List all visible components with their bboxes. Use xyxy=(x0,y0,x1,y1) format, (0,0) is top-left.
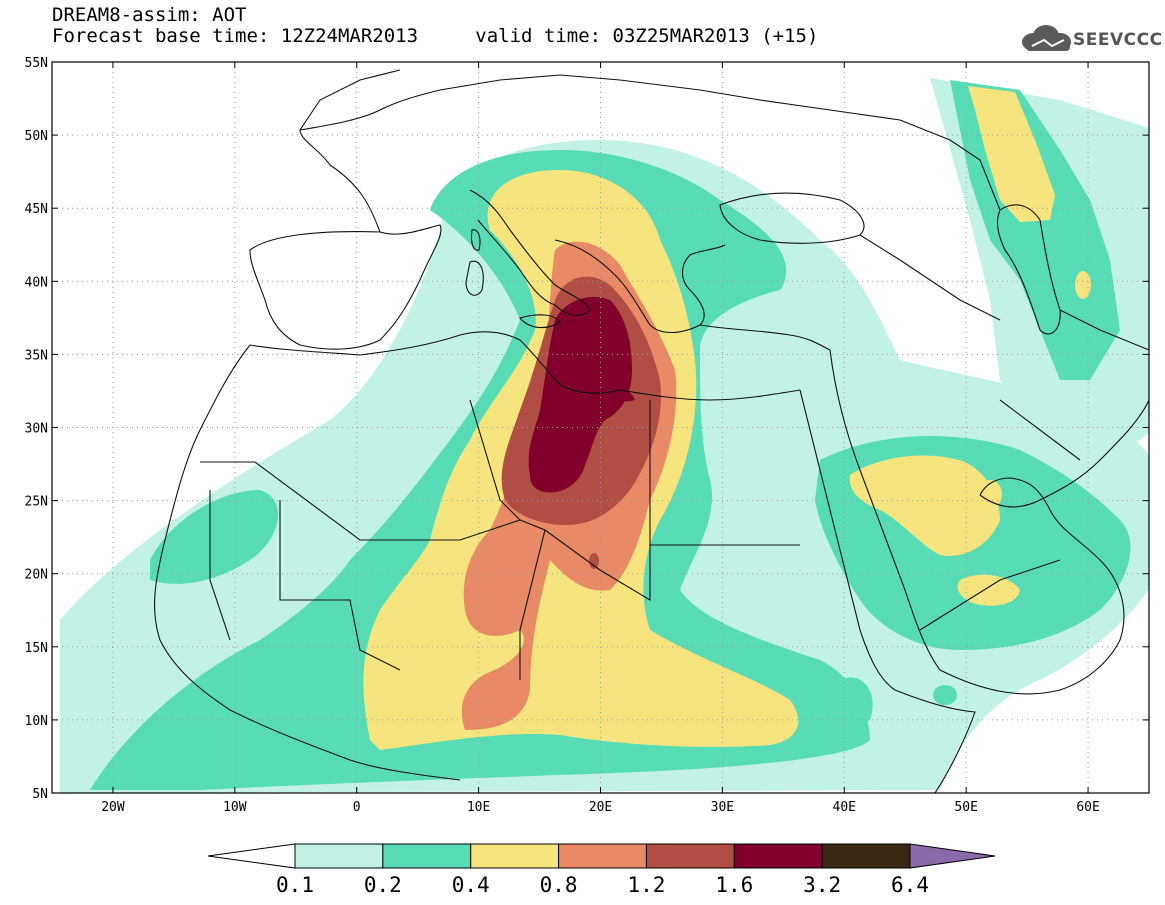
lon-tick-label: 0 xyxy=(353,800,361,815)
colorbar-segment xyxy=(382,843,472,869)
longitude-labels: 20W 10W 0 10E 20E 30E 40E 50E 60E xyxy=(101,800,1100,815)
seevccc-logo xyxy=(1022,25,1071,51)
colorbar-label: 6.4 xyxy=(891,873,929,897)
lon-tick-label: 60E xyxy=(1076,800,1099,815)
colorbar-segment xyxy=(733,843,823,869)
lon-tick-label: 20E xyxy=(589,800,612,815)
colorbar-label: 0.1 xyxy=(276,873,314,897)
colorbar-segment xyxy=(470,843,560,869)
lat-tick-label: 35N xyxy=(25,348,48,363)
latitude-labels: 55N 50N 45N 40N 35N 30N 25N 20N 15N 10N 5N xyxy=(25,56,48,802)
lon-tick-label: 20W xyxy=(101,800,125,815)
colorbar-low-arrow xyxy=(207,843,296,869)
colorbar-label: 0.8 xyxy=(540,873,578,897)
cloud-icon xyxy=(1022,25,1071,51)
lon-tick-label: 50E xyxy=(954,800,977,815)
colorbar: 0.1 0.2 0.4 0.8 1.2 1.6 3.2 6.4 xyxy=(207,843,996,897)
lat-tick-label: 20N xyxy=(25,568,48,583)
colorbar-label: 0.4 xyxy=(452,873,490,897)
lat-tick-label: 30N xyxy=(25,422,48,437)
colorbar-segment xyxy=(294,843,384,869)
map-title: DREAM8-assim: AOT xyxy=(52,4,247,26)
colorbar-segment xyxy=(645,843,735,869)
colorbar-segment xyxy=(558,843,647,869)
colorbar-label: 1.6 xyxy=(715,873,753,897)
lat-tick-label: 5N xyxy=(32,787,48,802)
coastlines xyxy=(154,69,1149,793)
lat-tick-label: 45N xyxy=(25,202,48,217)
aot-field xyxy=(60,78,1149,793)
lat-tick-label: 40N xyxy=(25,275,48,290)
lat-tick-label: 55N xyxy=(25,56,48,71)
lon-tick-label: 10E xyxy=(467,800,490,815)
lon-tick-label: 30E xyxy=(711,800,734,815)
colorbar-high-arrow xyxy=(909,843,996,869)
lat-tick-label: 15N xyxy=(25,641,48,656)
colorbar-label: 3.2 xyxy=(803,873,841,897)
logo-text: SEEVCCC xyxy=(1073,30,1163,50)
colorbar-label: 0.2 xyxy=(364,873,402,897)
lon-tick-label: 10W xyxy=(223,800,247,815)
lat-tick-label: 25N xyxy=(25,495,48,510)
aot-band-1.6 xyxy=(528,296,635,493)
colorbar-segment xyxy=(821,843,911,869)
lat-tick-label: 50N xyxy=(25,129,48,144)
lat-tick-label: 10N xyxy=(25,714,48,729)
forecast-base-time: Forecast base time: 12Z24MAR2013 xyxy=(52,25,419,47)
colorbar-label: 1.2 xyxy=(627,873,665,897)
lon-tick-label: 40E xyxy=(833,800,856,815)
valid-time: valid time: 03Z25MAR2013 (+15) xyxy=(475,25,819,47)
map-subtitle: Forecast base time: 12Z24MAR2013 valid t… xyxy=(52,26,818,46)
axis-ticks xyxy=(52,61,1149,794)
